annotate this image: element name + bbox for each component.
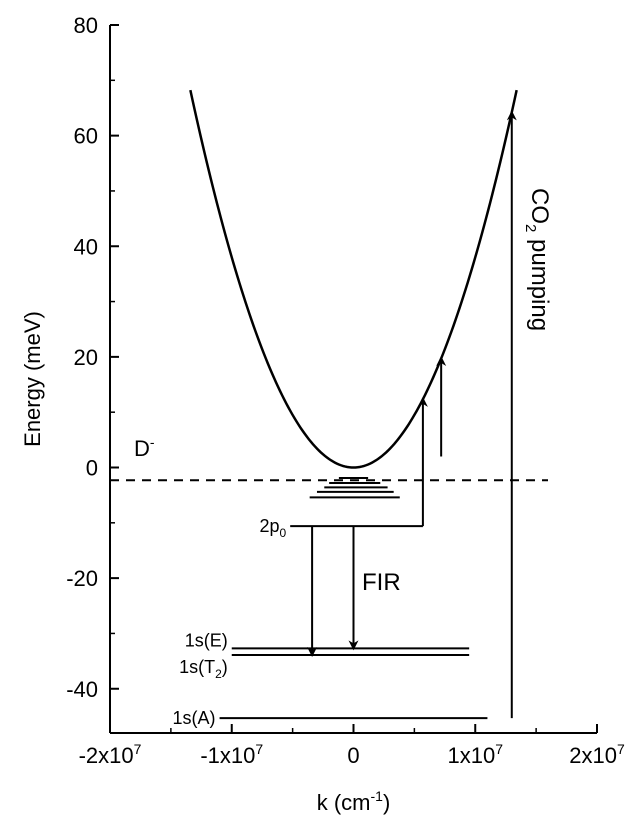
d-minus-label: D-: [134, 434, 155, 461]
level-label-1s-t2-: 1s(T2): [179, 657, 228, 681]
level-label-1s-a-: 1s(A): [173, 708, 216, 728]
x-tick-label: 1x107: [447, 741, 503, 768]
y-tick-label: 60: [74, 124, 98, 149]
y-tick-label: 20: [74, 345, 98, 370]
y-tick-label: -40: [66, 677, 98, 702]
level-label-2p0: 2p0: [259, 516, 286, 540]
co2-pumping-label: CO2 pumping: [522, 188, 553, 331]
conduction-band-parabola: [189, 89, 518, 469]
y-tick-label: 40: [74, 234, 98, 259]
x-tick-label: -1x107: [200, 741, 263, 768]
x-tick-label: -2x107: [79, 741, 142, 768]
y-tick-label: -20: [66, 566, 98, 591]
y-tick-label: 0: [86, 456, 98, 481]
y-axis-title: Energy (meV): [20, 311, 45, 447]
x-tick-label: 0: [347, 743, 359, 768]
fir-label: FIR: [362, 569, 401, 596]
x-tick-label: 2x107: [569, 741, 625, 768]
x-axis-title: k (cm-1): [317, 788, 391, 815]
level-label-1s-e-: 1s(E): [185, 630, 228, 650]
y-tick-label: 80: [74, 13, 98, 38]
